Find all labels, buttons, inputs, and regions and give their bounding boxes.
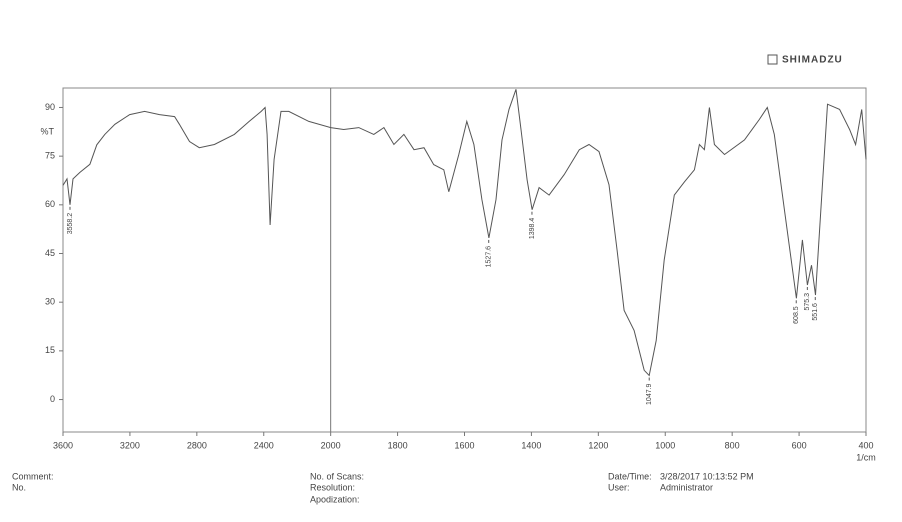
peak-label: 608.5 (793, 306, 800, 324)
peak-label: 3558.2 (67, 213, 74, 235)
y-tick-label: 75 (45, 151, 55, 161)
peak-label: 575.3 (804, 293, 811, 311)
x-tick-label: 1000 (655, 440, 675, 450)
peak-label: 1527.6 (486, 246, 493, 268)
footer-text: No. (12, 482, 26, 492)
spectrum-line (62, 89, 867, 377)
x-tick-label: 3600 (53, 440, 73, 450)
x-tick-label: 1200 (588, 440, 608, 450)
x-tick-label: 3200 (120, 440, 140, 450)
x-tick-label: 1800 (388, 440, 408, 450)
peak-label: 551.6 (812, 303, 819, 321)
x-axis-label: 1/cm (856, 452, 876, 462)
peak-label: 1047.9 (646, 383, 653, 405)
y-tick-label: 0 (50, 394, 55, 404)
y-tick-label: 60 (45, 199, 55, 209)
footer-text: Administrator (660, 482, 713, 492)
x-tick-label: 600 (792, 440, 807, 450)
x-tick-label: 800 (725, 440, 740, 450)
y-tick-label: 45 (45, 248, 55, 258)
x-tick-label: 1400 (521, 440, 541, 450)
brand-icon (767, 54, 778, 65)
footer-text: No. of Scans: (310, 471, 364, 481)
footer-text: Comment: (12, 471, 54, 481)
footer-text: Date/Time: (608, 471, 652, 481)
y-axis-label: %T (41, 126, 55, 136)
peak-label: 1398.4 (529, 218, 536, 240)
y-tick-label: 90 (45, 102, 55, 112)
x-tick-label: 1600 (454, 440, 474, 450)
x-tick-label: 2000 (321, 440, 341, 450)
x-tick-label: 2400 (254, 440, 274, 450)
footer-text: Resolution: (310, 482, 355, 492)
x-tick-label: 400 (858, 440, 873, 450)
footer-text: Apodization: (310, 494, 360, 504)
x-tick-label: 2800 (187, 440, 207, 450)
footer-text: User: (608, 482, 630, 492)
plot-frame (62, 87, 867, 433)
footer-text: 3/28/2017 10:13:52 PM (660, 471, 754, 481)
y-tick-label: 30 (45, 297, 55, 307)
y-tick-label: 15 (45, 345, 55, 355)
brand: SHIMADZU (782, 55, 843, 66)
